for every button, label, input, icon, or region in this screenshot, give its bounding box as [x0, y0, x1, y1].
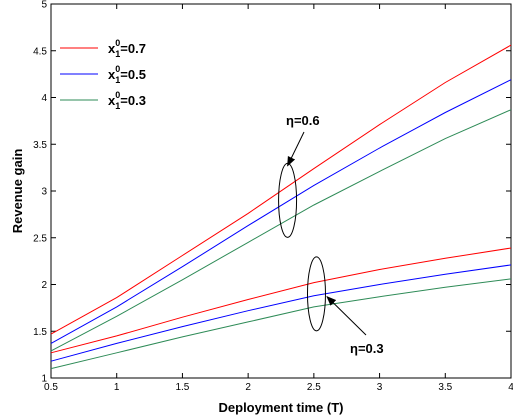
- y-axis-label: Revenue gain: [10, 149, 25, 234]
- series-line-4: [50, 247, 512, 354]
- x-tick-label: 4: [508, 382, 513, 393]
- x-tick-label: 2.5: [307, 382, 321, 393]
- y-tick-label: 4.5: [33, 46, 47, 57]
- x-tick-label: 3: [377, 382, 383, 393]
- series-line-6: [50, 278, 512, 370]
- y-tick-label: 1: [41, 374, 47, 385]
- annotation-arrow-eta-0-3: [326, 295, 367, 336]
- series-line-1: [50, 44, 512, 335]
- series-line-5: [50, 264, 512, 362]
- x-tick-label: 1: [114, 382, 120, 393]
- annotation-label-eta-0-6: η=0.6: [286, 113, 320, 128]
- y-tick-label: 3: [41, 187, 47, 198]
- legend-label: x0 1=0.5: [108, 64, 146, 85]
- legend: x0 1=0.7 x0 1=0.5 x0 1=0.3: [60, 38, 146, 111]
- y-tick-label: 4: [41, 93, 47, 104]
- y-tick-label: 3.5: [33, 140, 47, 151]
- annotation-arrow-eta-0-6: [287, 131, 305, 167]
- legend-label: x0 1=0.3: [108, 90, 146, 111]
- annotation-ellipse-eta-0-3: [306, 256, 326, 332]
- x-tick-label: 3.5: [438, 382, 452, 393]
- x-axis-label: Deployment time (T): [219, 400, 344, 415]
- legend-label: x0 1=0.7: [108, 38, 146, 59]
- annotation-label-eta-0-3: η=0.3: [350, 341, 384, 356]
- y-tick-label: 2: [41, 280, 47, 291]
- y-tick-label: 1.5: [33, 327, 47, 338]
- y-tick-label: 5: [41, 0, 47, 11]
- series-line-2: [50, 79, 512, 344]
- annotations: η=0.6 η=0.3: [278, 113, 384, 356]
- x-tick-label: 0.5: [44, 382, 58, 393]
- x-tick-label: 1.5: [175, 382, 189, 393]
- y-tick-label: 2.5: [33, 233, 47, 244]
- x-tick-label: 2: [245, 382, 251, 393]
- axis-ticks: 0.5 1 1.5 2 2.5 3 3.5 411.522.533.544.55: [33, 0, 513, 393]
